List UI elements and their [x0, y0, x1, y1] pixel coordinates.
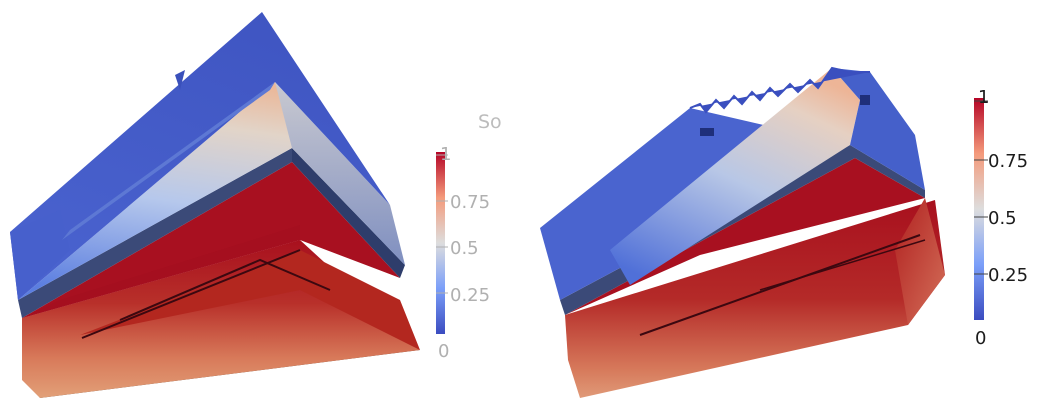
left-model-dark-band-side [292, 148, 405, 278]
right-colorbar-label-075: 0.75 [988, 151, 1028, 172]
left-colorbar-label-075: 0.75 [450, 192, 490, 213]
left-model-fracture-line-2 [81, 249, 301, 339]
right-colorbar-label-05: 0.5 [988, 208, 1017, 229]
right-model-dark-cell [700, 128, 714, 136]
left-colorbar-label-0: 0 [438, 341, 449, 362]
left-model-red-top [22, 162, 400, 318]
left-model-fracture-line [119, 258, 331, 321]
right-colorbar-label-1: 1 [978, 87, 989, 108]
left-colorbar-gradient [436, 152, 445, 334]
right-model-middle-top [610, 68, 860, 285]
right-colorbar: 1 0.75 0.5 0.25 0 [974, 87, 1028, 349]
left-model-blue-top [10, 12, 390, 300]
right-model-blue-right [832, 68, 925, 190]
left-model-blue-notch-2 [62, 82, 275, 240]
right-model-fracture-line [639, 234, 921, 336]
left-model-red-top-front [22, 225, 300, 318]
right-model-red-right-side [895, 198, 945, 325]
right-colorbar-gradient [974, 98, 984, 320]
right-model-fracture-line-2 [759, 239, 926, 291]
left-reservoir-model[interactable] [10, 12, 420, 398]
left-colorbar-label-1: 1 [440, 144, 451, 165]
left-colorbar-label-025: 0.25 [450, 285, 490, 306]
right-colorbar-label-0: 0 [975, 328, 986, 349]
right-model-jagged-edge [689, 66, 870, 114]
left-model-blue-notch [175, 70, 185, 90]
right-model-dark-cell-2 [860, 95, 870, 105]
left-model-blue-left-edge [10, 210, 70, 300]
right-model-red-front [565, 200, 945, 398]
left-model-red-stepped [80, 250, 420, 350]
left-model-dark-band [18, 148, 292, 318]
left-colorbar-title: So [478, 111, 502, 133]
right-reservoir-model[interactable] [540, 66, 945, 398]
left-colorbar: So 1 0.75 0.5 0.25 0 [436, 111, 502, 362]
right-model-red-top [565, 158, 925, 315]
right-colorbar-label-025: 0.25 [988, 265, 1028, 286]
left-model-middle-side [275, 82, 405, 265]
left-colorbar-label-05: 0.5 [450, 238, 479, 259]
